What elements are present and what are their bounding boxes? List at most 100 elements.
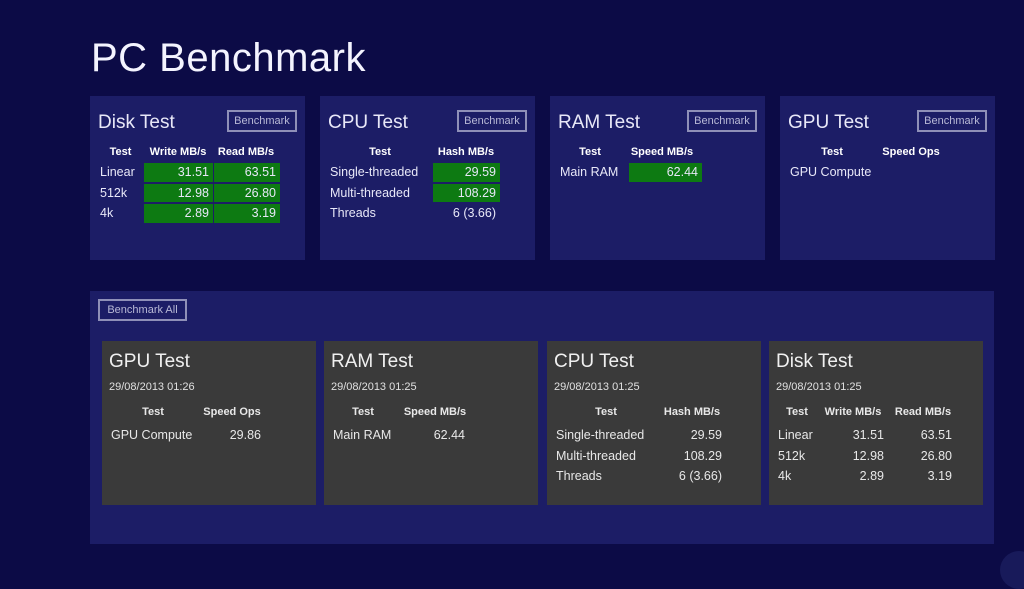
column-header: Test bbox=[352, 406, 374, 418]
table-row: Single-threaded 29.59 bbox=[328, 162, 500, 183]
disk-results-table: Test Write MB/s Read MB/s Linear 31.51 6… bbox=[98, 145, 280, 224]
read-value: 63.51 bbox=[214, 163, 280, 182]
test-name: 512k bbox=[778, 448, 806, 463]
column-header: Speed Ops bbox=[203, 406, 261, 418]
ram-benchmark-button[interactable]: Benchmark bbox=[687, 110, 757, 132]
table-row: Main RAM 62.44 bbox=[331, 425, 475, 446]
read-value: 26.80 bbox=[920, 448, 952, 463]
read-value: 3.19 bbox=[214, 204, 280, 223]
table-row: GPU Compute bbox=[788, 162, 946, 183]
cpu-result-card: CPU Test 29/08/2013 01:25 Test Hash MB/s… bbox=[547, 341, 761, 505]
test-name: Linear bbox=[100, 165, 135, 180]
tile-title: RAM Test bbox=[558, 112, 641, 133]
table-row: 512k 12.98 26.80 bbox=[776, 446, 958, 467]
write-value: 31.51 bbox=[144, 163, 213, 182]
column-header: Test bbox=[109, 146, 132, 158]
disk-result-card: Disk Test 29/08/2013 01:25 Test Write MB… bbox=[769, 341, 983, 505]
write-value: 12.98 bbox=[852, 448, 884, 463]
card-title: GPU Test bbox=[109, 351, 190, 372]
column-header: Test bbox=[595, 406, 617, 418]
read-value: 3.19 bbox=[927, 469, 952, 484]
cpu-history-table: Test Hash MB/s Single-threaded 29.59 Mul… bbox=[554, 405, 726, 487]
read-value: 63.51 bbox=[920, 428, 952, 443]
table-row: 4k 2.89 3.19 bbox=[98, 203, 280, 224]
column-header: Hash MB/s bbox=[663, 406, 721, 418]
test-name: Threads bbox=[556, 469, 602, 484]
test-name: Main RAM bbox=[333, 428, 392, 443]
ram-test-tile: RAM Test Benchmark Test Speed MB/s Main … bbox=[550, 96, 765, 260]
result-value: 108.29 bbox=[433, 183, 500, 202]
column-header: Write MB/s bbox=[824, 406, 882, 418]
test-name: Multi-threaded bbox=[556, 448, 636, 463]
card-timestamp: 29/08/2013 01:26 bbox=[109, 381, 195, 393]
result-value: 62.44 bbox=[433, 428, 465, 443]
test-name: Multi-threaded bbox=[330, 185, 410, 200]
test-name: Single-threaded bbox=[330, 165, 419, 180]
table-row: Main RAM 62.44 bbox=[558, 162, 702, 183]
table-row: Linear 31.51 63.51 bbox=[776, 425, 958, 446]
result-value: 29.59 bbox=[433, 163, 500, 182]
card-title: Disk Test bbox=[776, 351, 853, 372]
tile-title: CPU Test bbox=[328, 112, 408, 133]
result-value: 6 (3.66) bbox=[452, 206, 496, 221]
write-value: 2.89 bbox=[859, 469, 884, 484]
results-history-panel: Benchmark All GPU Test 29/08/2013 01:26 … bbox=[90, 291, 994, 544]
test-name: 4k bbox=[778, 469, 792, 484]
result-value: 6 (3.66) bbox=[678, 469, 722, 484]
test-name: Linear bbox=[778, 428, 813, 443]
gpu-history-table: Test Speed Ops GPU Compute 29.86 bbox=[109, 405, 267, 446]
card-timestamp: 29/08/2013 01:25 bbox=[331, 381, 417, 393]
column-header: Test bbox=[579, 146, 601, 158]
table-row: 512k 12.98 26.80 bbox=[98, 183, 280, 204]
table-row: GPU Compute 29.86 bbox=[109, 425, 267, 446]
gpu-results-table: Test Speed Ops GPU Compute bbox=[788, 145, 946, 183]
corner-indicator bbox=[1000, 551, 1024, 589]
table-row: Single-threaded 29.59 bbox=[554, 425, 726, 446]
write-value: 12.98 bbox=[144, 183, 213, 202]
table-row: Linear 31.51 63.51 bbox=[98, 162, 280, 183]
column-header: Speed MB/s bbox=[630, 146, 694, 158]
column-header: Test bbox=[786, 406, 808, 418]
write-value: 31.51 bbox=[852, 428, 884, 443]
column-header: Write MB/s bbox=[149, 146, 207, 158]
cpu-results-table: Test Hash MB/s Single-threaded 29.59 Mul… bbox=[328, 145, 500, 224]
test-name: Threads bbox=[330, 206, 376, 221]
column-header: Test bbox=[142, 406, 164, 418]
write-value: 2.89 bbox=[144, 204, 213, 223]
tile-title: GPU Test bbox=[788, 112, 869, 133]
table-row: Multi-threaded 108.29 bbox=[554, 446, 726, 467]
test-name: Single-threaded bbox=[556, 428, 645, 443]
table-row: 4k 2.89 3.19 bbox=[776, 466, 958, 487]
test-name: GPU Compute bbox=[790, 165, 872, 180]
page-title: PC Benchmark bbox=[91, 36, 366, 80]
card-title: CPU Test bbox=[554, 351, 634, 372]
column-header: Speed MB/s bbox=[403, 406, 467, 418]
read-value: 26.80 bbox=[214, 183, 280, 202]
gpu-benchmark-button[interactable]: Benchmark bbox=[917, 110, 987, 132]
test-name: Main RAM bbox=[560, 165, 619, 180]
result-value: 29.59 bbox=[690, 428, 722, 443]
test-name: 512k bbox=[100, 185, 128, 200]
table-row: Threads 6 (3.66) bbox=[554, 466, 726, 487]
table-row: Threads 6 (3.66) bbox=[328, 203, 500, 224]
test-name: 4k bbox=[100, 206, 114, 221]
ram-results-table: Test Speed MB/s Main RAM 62.44 bbox=[558, 145, 702, 183]
column-header: Speed Ops bbox=[882, 146, 940, 158]
result-value: 29.86 bbox=[229, 428, 261, 443]
disk-test-tile: Disk Test Benchmark Test Write MB/s Read… bbox=[90, 96, 305, 260]
cpu-test-tile: CPU Test Benchmark Test Hash MB/s Single… bbox=[320, 96, 535, 260]
table-row: Multi-threaded 108.29 bbox=[328, 183, 500, 204]
test-name: GPU Compute bbox=[111, 428, 193, 443]
disk-benchmark-button[interactable]: Benchmark bbox=[227, 110, 297, 132]
column-header: Hash MB/s bbox=[437, 146, 495, 158]
benchmark-all-button[interactable]: Benchmark All bbox=[98, 299, 187, 321]
tile-title: Disk Test bbox=[98, 112, 175, 133]
card-timestamp: 29/08/2013 01:25 bbox=[776, 381, 862, 393]
card-title: RAM Test bbox=[331, 351, 414, 372]
gpu-test-tile: GPU Test Benchmark Test Speed Ops GPU Co… bbox=[780, 96, 995, 260]
cpu-benchmark-button[interactable]: Benchmark bbox=[457, 110, 527, 132]
result-value: 108.29 bbox=[683, 448, 722, 463]
ram-result-card: RAM Test 29/08/2013 01:25 Test Speed MB/… bbox=[324, 341, 538, 505]
card-timestamp: 29/08/2013 01:25 bbox=[554, 381, 640, 393]
disk-history-table: Test Write MB/s Read MB/s Linear 31.51 6… bbox=[776, 405, 958, 487]
